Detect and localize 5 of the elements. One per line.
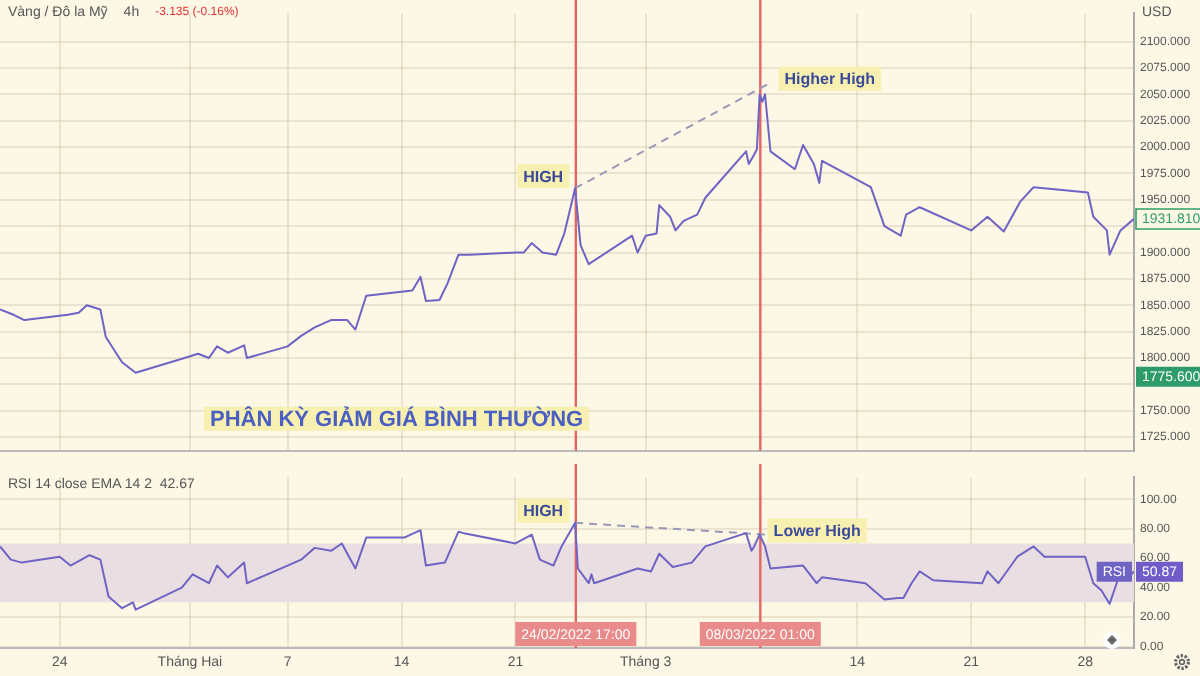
annotation: PHÂN KỲ GIẢM GIÁ BÌNH THƯỜNG [210, 405, 584, 432]
annotation: HIGH [523, 167, 564, 186]
annotation: Lower High [773, 522, 861, 541]
annotation: HIGH [523, 502, 564, 521]
annotation: Higher High [784, 70, 876, 89]
